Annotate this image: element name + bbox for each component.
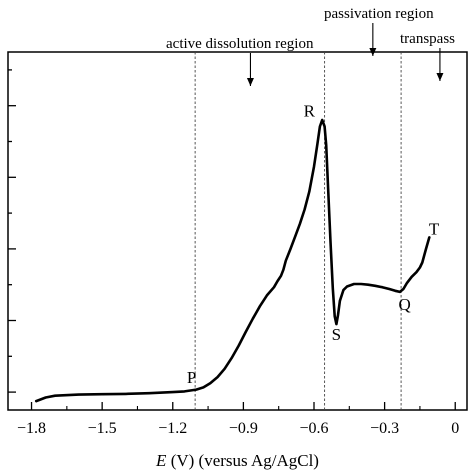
x-axis-title-text: (V) (versus Ag/AgCl) bbox=[166, 451, 319, 470]
region-arrow-head-1 bbox=[369, 48, 377, 56]
x-tick-label: −0.6 bbox=[299, 420, 328, 437]
region-arrow-head-2 bbox=[436, 73, 444, 81]
region-annotations: active dissolution region passivation reg… bbox=[166, 6, 455, 86]
plot-area-border bbox=[7, 51, 468, 411]
x-axis-title-symbol: E bbox=[155, 451, 167, 470]
region-arrow-head-0 bbox=[246, 78, 254, 86]
region-label-2: transpass bbox=[400, 31, 455, 47]
x-tick-label: −0.9 bbox=[229, 420, 258, 437]
x-tick-label: −0.3 bbox=[370, 420, 399, 437]
region-label-1: passivation region bbox=[324, 6, 434, 22]
point-label-P: P bbox=[187, 368, 196, 387]
axis-ticks: −1.8 −1.5 −1.2 −0.9 −0.6 −0.3 0 bbox=[8, 69, 459, 437]
region-label-0: active dissolution region bbox=[166, 36, 314, 52]
x-tick-label: −1.8 bbox=[17, 420, 46, 437]
x-tick-label: 0 bbox=[451, 420, 459, 437]
x-axis-title: E (V) (versus Ag/AgCl) bbox=[155, 451, 319, 470]
point-label-T: T bbox=[429, 220, 440, 239]
point-label-Q: Q bbox=[398, 295, 410, 314]
point-label-R: R bbox=[304, 101, 316, 120]
point-label-S: S bbox=[332, 325, 341, 344]
x-tick-label: −1.5 bbox=[88, 420, 117, 437]
point-annotations: P R S Q T bbox=[187, 101, 440, 387]
series-group bbox=[34, 118, 431, 403]
plot-frame bbox=[7, 51, 468, 411]
series-line-0 bbox=[34, 118, 431, 403]
x-tick-label: −1.2 bbox=[158, 420, 187, 437]
region-boundaries bbox=[194, 52, 402, 410]
